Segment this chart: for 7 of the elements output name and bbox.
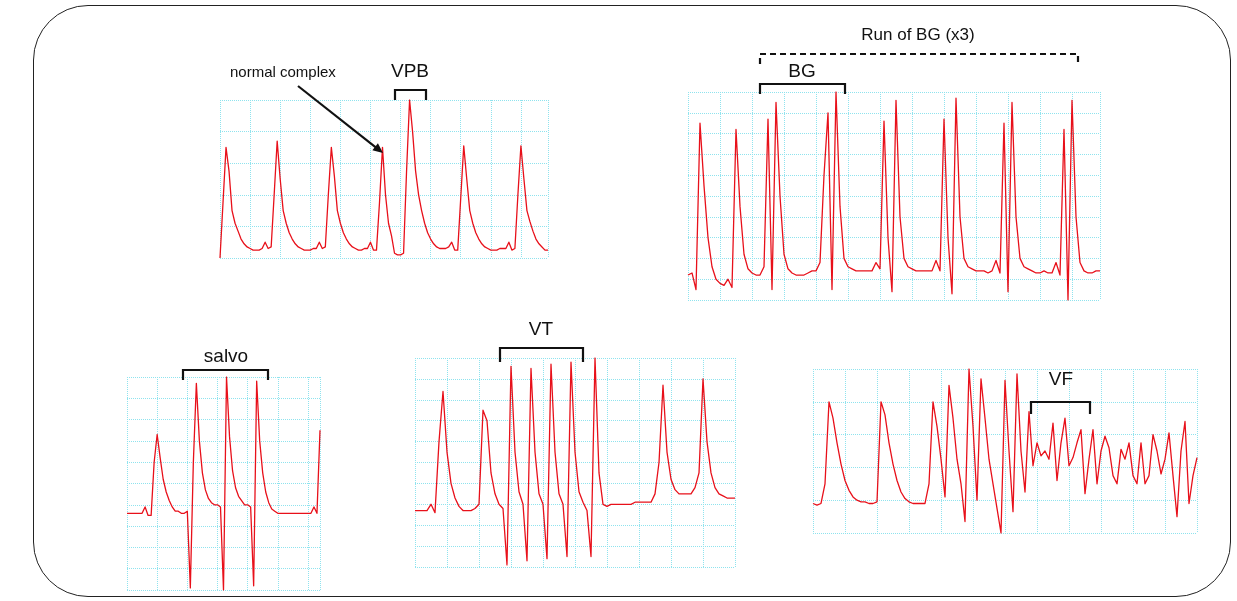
text: VT [527, 316, 555, 341]
text: VPB [390, 59, 430, 81]
text: salvo [202, 343, 250, 368]
text: normal complex [230, 61, 336, 81]
annotation: VF [1047, 366, 1075, 391]
text: Run of BG (x3) [860, 24, 976, 47]
text: BG [787, 58, 817, 83]
